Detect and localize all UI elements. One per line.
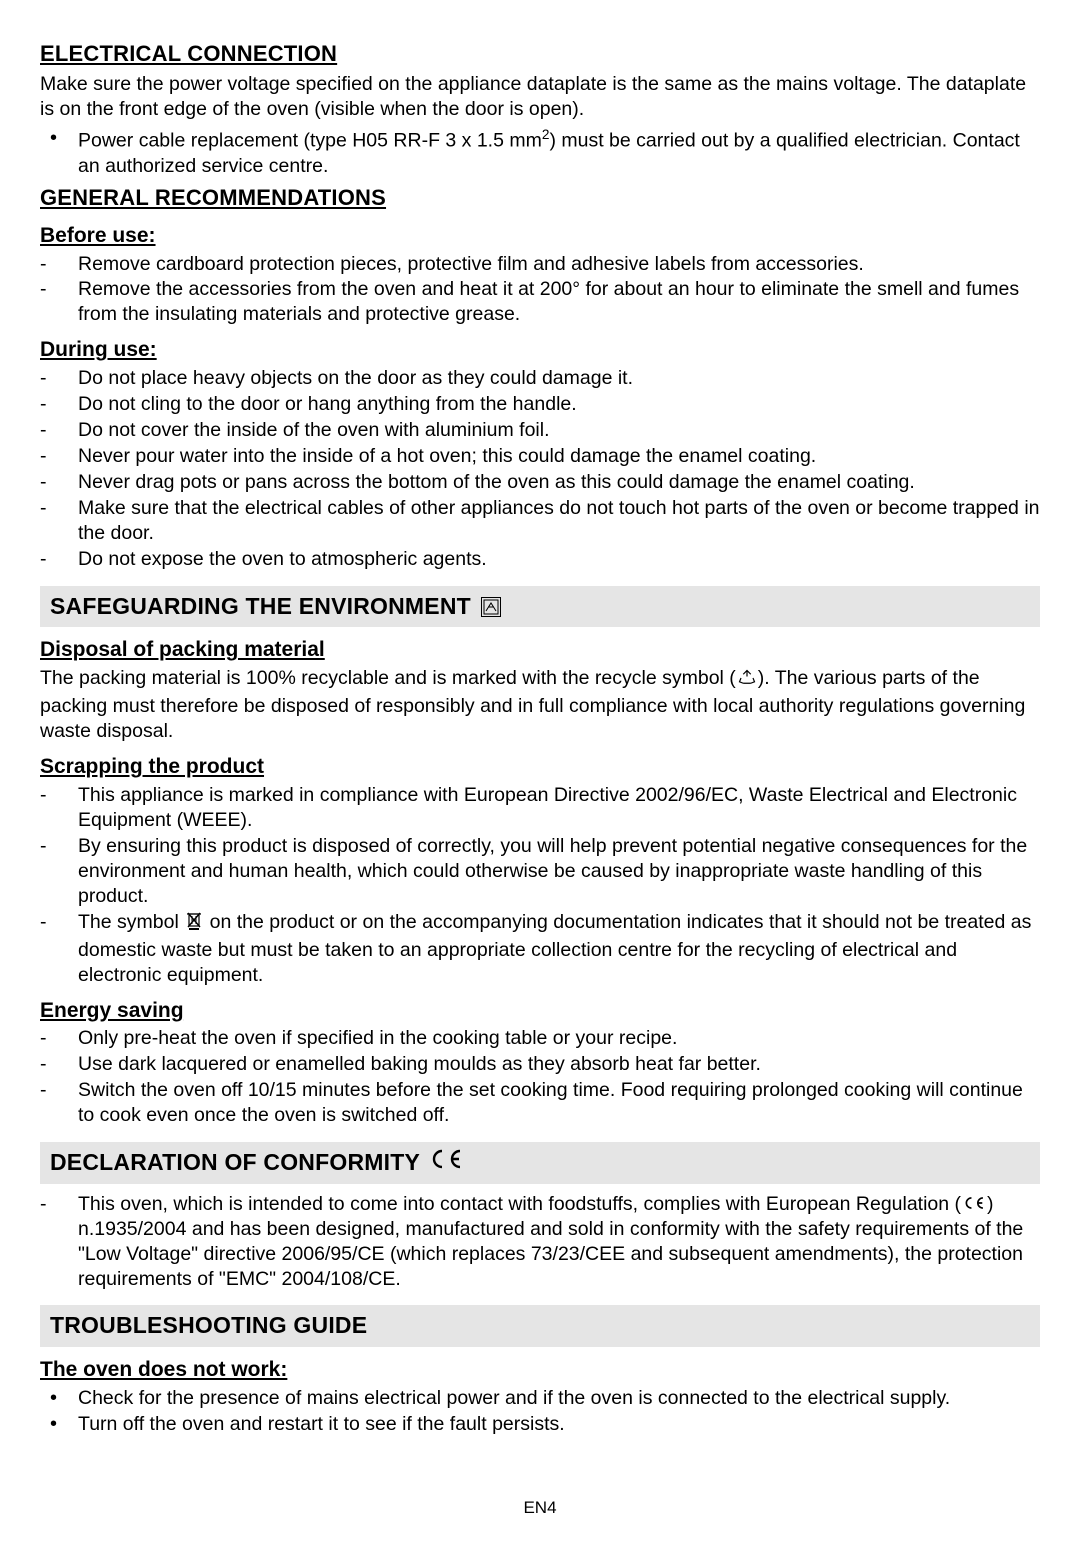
list-item: Power cable replacement (type H05 RR-F 3… bbox=[78, 126, 1040, 178]
list-item: Turn off the oven and restart it to see … bbox=[78, 1412, 1040, 1437]
heading-text: TROUBLESHOOTING GUIDE bbox=[50, 1311, 367, 1340]
heading-electrical-connection: ELECTRICAL CONNECTION bbox=[40, 40, 1040, 68]
list-electrical: Power cable replacement (type H05 RR-F 3… bbox=[40, 126, 1040, 178]
list-during-use: Do not place heavy objects on the door a… bbox=[40, 366, 1040, 572]
subheading-during-use: During use: bbox=[40, 337, 1040, 364]
text-fragment: The packing material is 100% recyclable … bbox=[40, 667, 736, 689]
weee-bin-icon bbox=[186, 911, 202, 938]
subheading-scrapping-product: Scrapping the product bbox=[40, 754, 1040, 781]
ce-mark-icon bbox=[428, 1148, 464, 1177]
list-scrapping: This appliance is marked in compliance w… bbox=[40, 783, 1040, 988]
heading-text: DECLARATION OF CONFORMITY bbox=[50, 1148, 420, 1177]
list-before-use: Remove cardboard protection pieces, prot… bbox=[40, 252, 1040, 328]
subheading-before-use: Before use: bbox=[40, 223, 1040, 250]
list-conformity: This oven, which is intended to come int… bbox=[40, 1192, 1040, 1292]
list-item: Remove the accessories from the oven and… bbox=[78, 277, 1040, 327]
text-fragment: This oven, which is intended to come int… bbox=[78, 1193, 961, 1215]
subheading-oven-not-work: The oven does not work: bbox=[40, 1357, 1040, 1384]
list-item: Only pre-heat the oven if specified in t… bbox=[78, 1026, 1040, 1051]
paragraph-disposal: The packing material is 100% recyclable … bbox=[40, 666, 1040, 744]
list-item: By ensuring this product is disposed of … bbox=[78, 834, 1040, 909]
list-item: Do not place heavy objects on the door a… bbox=[78, 366, 1040, 391]
subheading-disposal-packing: Disposal of packing material bbox=[40, 637, 1040, 664]
text-fragment: Power cable replacement (type H05 RR-F 3… bbox=[78, 130, 542, 152]
list-item: Use dark lacquered or enamelled baking m… bbox=[78, 1052, 1040, 1077]
heading-general-recommendations: GENERAL RECOMMENDATIONS bbox=[40, 184, 1040, 212]
list-item: Check for the presence of mains electric… bbox=[78, 1386, 1040, 1411]
list-item: Remove cardboard protection pieces, prot… bbox=[78, 252, 1040, 277]
list-item: Make sure that the electrical cables of … bbox=[78, 496, 1040, 546]
subheading-energy-saving: Energy saving bbox=[40, 998, 1040, 1025]
list-energy-saving: Only pre-heat the oven if specified in t… bbox=[40, 1026, 1040, 1128]
text-fragment: on the product or on the accompanying do… bbox=[78, 911, 1031, 986]
list-item: Do not cover the inside of the oven with… bbox=[78, 418, 1040, 443]
text-fragment: The symbol bbox=[78, 911, 184, 933]
manual-icon bbox=[481, 597, 501, 617]
list-item: Do not expose the oven to atmospheric ag… bbox=[78, 547, 1040, 572]
list-troubleshooting: Check for the presence of mains electric… bbox=[40, 1386, 1040, 1437]
paragraph-electrical-intro: Make sure the power voltage specified on… bbox=[40, 72, 1040, 122]
list-item: Switch the oven off 10/15 minutes before… bbox=[78, 1078, 1040, 1128]
list-item: Do not cling to the door or hang anythin… bbox=[78, 392, 1040, 417]
page-number: EN4 bbox=[40, 1497, 1040, 1519]
recycle-icon bbox=[738, 669, 756, 694]
heading-troubleshooting: TROUBLESHOOTING GUIDE bbox=[40, 1305, 1040, 1346]
list-item: Never pour water into the inside of a ho… bbox=[78, 444, 1040, 469]
heading-declaration-conformity: DECLARATION OF CONFORMITY bbox=[40, 1142, 1040, 1183]
list-item: This appliance is marked in compliance w… bbox=[78, 783, 1040, 833]
ce-mark-inline-icon bbox=[961, 1193, 987, 1215]
list-item: Never drag pots or pans across the botto… bbox=[78, 470, 1040, 495]
list-item: This oven, which is intended to come int… bbox=[78, 1192, 1040, 1292]
list-item: The symbol on the product or on the acco… bbox=[78, 910, 1040, 988]
heading-text: SAFEGUARDING THE ENVIRONMENT bbox=[50, 592, 471, 621]
heading-safeguarding-environment: SAFEGUARDING THE ENVIRONMENT bbox=[40, 586, 1040, 627]
